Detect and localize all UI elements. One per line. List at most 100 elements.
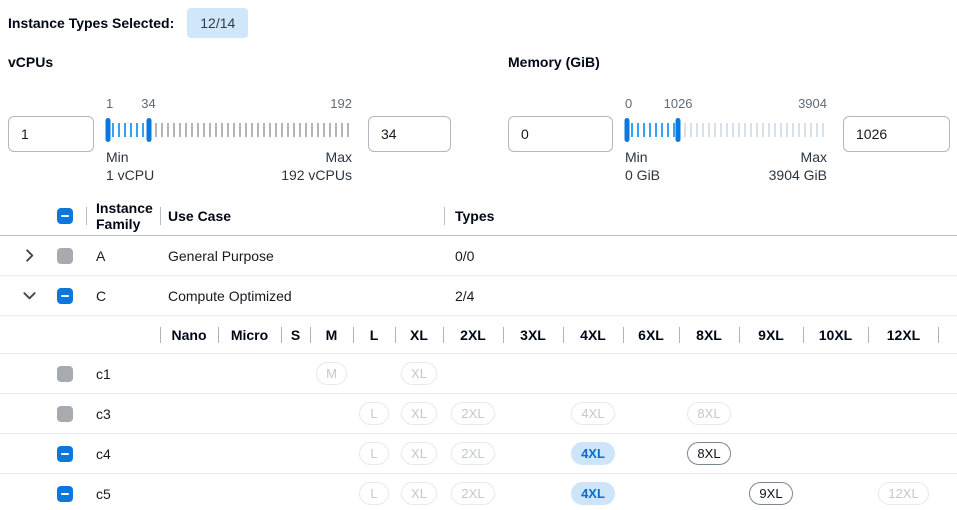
memory-slider-captions: Min 0 GiB Max 3904 GiB (625, 148, 827, 184)
instance-family-label: c5 (96, 485, 111, 502)
memory-min-input[interactable] (508, 116, 613, 152)
memory-filter: Memory (GiB) 0 1026 3904 Min (508, 54, 950, 184)
memory-scale-current-label: 1026 (663, 96, 693, 111)
table-header-row: Instance Family Use Case Types (0, 196, 957, 236)
vcpu-filter-title: vCPUs (8, 54, 54, 70)
group-checkbox-c[interactable] (57, 287, 73, 304)
instance-family-table: Instance Family Use Case Types A General… (0, 196, 957, 510)
vcpu-max-caption: Max (325, 149, 352, 165)
memory-min-caption: Min (625, 149, 648, 165)
size-pill-xl[interactable]: XL (401, 482, 437, 505)
vcpu-filter: vCPUs 1 34 192 Min (8, 54, 451, 184)
column-header-instance-family: Instance Family (96, 199, 153, 232)
size-column-header-s: S (281, 316, 310, 353)
selection-count-badge: 12/14 (187, 8, 249, 38)
selection-summary: Instance Types Selected: 12/14 (0, 0, 957, 38)
vcpu-max-value: 192 vCPUs (281, 167, 352, 183)
size-pill-8xl[interactable]: 8XL (687, 442, 731, 465)
size-column-header-xl: XL (395, 316, 443, 353)
family-group-row-c: C Compute Optimized 2/4 (0, 276, 957, 316)
vcpu-scale-start-label: 1 (106, 96, 114, 111)
size-pill-9xl[interactable]: 9XL (749, 482, 793, 505)
vcpu-slider-track[interactable] (105, 118, 352, 142)
types-count: 0/0 (455, 247, 475, 264)
instance-checkbox-c5[interactable] (57, 485, 73, 502)
header-divider (160, 207, 161, 225)
memory-slider-high-handle[interactable] (675, 118, 681, 142)
memory-max-value: 3904 GiB (768, 167, 827, 183)
chevron-down-icon[interactable] (22, 288, 37, 303)
vcpu-scale-end-label: 192 (330, 96, 352, 111)
size-column-header-l: L (353, 316, 395, 353)
header-divider (86, 207, 87, 225)
column-header-use-case: Use Case (168, 207, 232, 224)
size-pill-4xl[interactable]: 4XL (571, 482, 615, 505)
size-pill-l[interactable]: L (359, 442, 389, 465)
memory-min-value: 0 GiB (625, 167, 661, 183)
memory-slider-track[interactable] (624, 118, 827, 142)
use-case-label: Compute Optimized (168, 287, 292, 304)
vcpu-scale-current-label: 34 (141, 96, 156, 111)
size-pill-12xl[interactable]: 12XL (878, 482, 929, 505)
header-divider (444, 207, 445, 225)
select-all-checkbox[interactable] (57, 207, 73, 224)
vcpu-slider-high-handle[interactable] (146, 118, 151, 142)
size-column-header-m: M (310, 316, 353, 353)
vcpu-max-input[interactable] (368, 116, 451, 152)
size-pill-l[interactable]: L (359, 402, 389, 425)
size-column-header-9xl: 9XL (739, 316, 803, 353)
size-pill-2xl[interactable]: 2XL (451, 402, 495, 425)
instance-family-label: c3 (96, 405, 111, 422)
use-case-label: General Purpose (168, 247, 274, 264)
size-column-header-8xl: 8XL (679, 316, 739, 353)
memory-scale-end-label: 3904 (798, 96, 827, 111)
size-pill-m[interactable]: M (316, 362, 347, 385)
size-header-row: Nano Micro S M L XL 2XL 3XL 4XL 6XL 8XL … (0, 316, 957, 354)
instance-checkbox-c3[interactable] (57, 405, 73, 422)
size-pill-xl[interactable]: XL (401, 442, 437, 465)
size-pill-4xl[interactable]: 4XL (571, 402, 615, 425)
group-checkbox-a[interactable] (57, 247, 73, 264)
vcpu-min-value: 1 vCPU (106, 167, 155, 183)
memory-max-input[interactable] (843, 116, 950, 152)
memory-filter-title: Memory (GiB) (508, 54, 600, 70)
size-column-header-micro: Micro (218, 316, 281, 353)
vcpu-slider[interactable]: 1 34 192 Min 1 vCPU (105, 96, 352, 184)
instance-family-label: c1 (96, 365, 111, 382)
size-pill-8xl[interactable]: 8XL (687, 402, 731, 425)
instance-row-c3: c3 L XL 2XL 4XL 8XL (0, 394, 957, 434)
size-pill-2xl[interactable]: 2XL (451, 442, 495, 465)
size-column-header-4xl: 4XL (563, 316, 623, 353)
size-pill-4xl[interactable]: 4XL (571, 442, 615, 465)
vcpu-min-input[interactable] (8, 116, 94, 152)
memory-slider-selected-range (625, 123, 679, 137)
family-label: A (96, 247, 106, 264)
vcpu-slider-selected-range (106, 123, 149, 137)
memory-slider[interactable]: 0 1026 3904 Min 0 GiB (624, 96, 827, 184)
size-column-header-10xl: 10XL (803, 316, 868, 353)
instance-row-c4: c4 L XL 2XL 4XL 8XL (0, 434, 957, 474)
memory-slider-unselected-range (678, 123, 827, 137)
size-pill-l[interactable]: L (359, 482, 389, 505)
vcpu-slider-unselected-range (148, 123, 352, 137)
size-pill-xl[interactable]: XL (401, 402, 437, 425)
instance-checkbox-c1[interactable] (57, 365, 73, 382)
size-column-header-2xl: 2XL (443, 316, 503, 353)
family-label: C (96, 287, 107, 304)
types-count: 2/4 (455, 287, 475, 304)
size-column-header-12xl: 12XL (868, 316, 939, 353)
memory-slider-low-handle[interactable] (624, 118, 630, 142)
size-column-header-nano: Nano (160, 316, 218, 353)
column-header-types: Types (455, 207, 495, 224)
family-group-row-a: A General Purpose 0/0 (0, 236, 957, 276)
vcpu-slider-captions: Min 1 vCPU Max 192 vCPUs (106, 148, 352, 184)
filters-section: vCPUs 1 34 192 Min (0, 54, 957, 184)
instance-checkbox-c4[interactable] (57, 445, 73, 462)
instance-family-label: c4 (96, 445, 111, 462)
size-pill-2xl[interactable]: 2XL (451, 482, 495, 505)
vcpu-slider-low-handle[interactable] (105, 118, 111, 142)
vcpu-min-caption: Min (106, 149, 129, 165)
instance-row-c5: c5 L XL 2XL 4XL 9XL 12XL (0, 474, 957, 510)
chevron-right-icon[interactable] (22, 248, 37, 263)
size-pill-xl[interactable]: XL (401, 362, 437, 385)
